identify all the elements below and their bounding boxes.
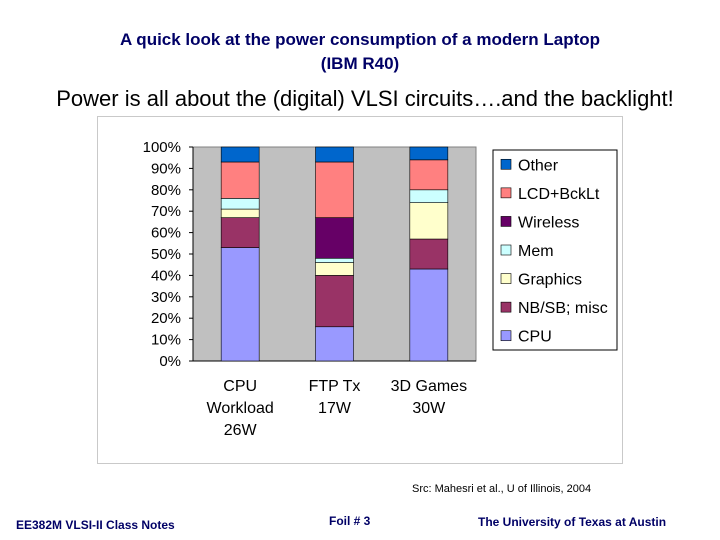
legend-swatch — [500, 244, 512, 256]
bar-segment — [220, 247, 260, 362]
bar-segment — [315, 161, 354, 218]
stacked-bar-chart: 0% 10% 20% 30% 40% 50% 60% 70% 80% 90% 100% CPU Work… — [143, 139, 618, 439]
x-category-label: 3D Games — [391, 378, 467, 395]
y-tick-label: 50% — [151, 246, 181, 263]
bar-segment — [315, 275, 354, 328]
slide-title: A quick look at the power consumption of… — [0, 28, 720, 76]
legend-swatch — [500, 158, 512, 170]
legend-label: Graphics — [518, 272, 582, 289]
y-tick-label: 70% — [151, 203, 181, 220]
y-tick-label: 80% — [151, 182, 181, 199]
title-line-1: A quick look at the power consumption of… — [119, 30, 601, 49]
y-tick-label: 30% — [151, 289, 181, 306]
bar-segment — [315, 146, 354, 163]
footer-course: EE382M VLSI-II Class Notes — [16, 518, 175, 532]
legend-swatch — [500, 187, 512, 199]
y-tick-label: 0% — [159, 353, 181, 370]
bar-segment — [220, 146, 260, 163]
x-category-label: CPU — [223, 378, 257, 395]
bar-segment — [409, 202, 449, 240]
legend-label: Mem — [518, 243, 554, 260]
y-tick-label: 100% — [143, 139, 181, 156]
title-line-2: (IBM R40) — [320, 54, 400, 73]
x-category-label: 26W — [224, 422, 258, 439]
legend-swatch — [500, 216, 512, 227]
source-citation: Src: Mahesri et al., U of Illinois, 2004 — [412, 483, 592, 495]
bar-segment — [315, 217, 354, 259]
bar-segment — [409, 238, 449, 270]
y-tick-label: 90% — [151, 160, 181, 177]
legend-label: Other — [518, 157, 559, 174]
x-category-label: Workload — [207, 400, 274, 417]
bar-segment — [409, 159, 449, 191]
legend-label: NB/SB; misc — [518, 300, 608, 317]
y-tick-label: 40% — [151, 267, 181, 284]
bar-segment — [315, 257, 354, 263]
legend-label: Wireless — [518, 214, 579, 231]
bar-segment — [220, 208, 260, 218]
legend-label: CPU — [518, 329, 552, 346]
x-category-label: FTP Tx — [309, 378, 361, 395]
chart-frame: 0% 10% 20% 30% 40% 50% 60% 70% 80% 90% 100% CPU Work… — [97, 116, 623, 464]
footer-university: The University of Texas at Austin — [478, 515, 667, 529]
footer-foil-number: Foil # 3 — [329, 514, 371, 528]
legend-box — [492, 149, 618, 351]
y-tick-label: 60% — [151, 225, 181, 242]
legend-swatch — [500, 330, 512, 342]
legend-swatch — [500, 301, 512, 313]
legend-swatch — [500, 273, 512, 284]
bar-segment — [220, 161, 260, 199]
slide-subtitle: Power is all about the (digital) VLSI ci… — [56, 86, 674, 111]
bar-segment — [315, 326, 354, 362]
legend-label: LCD+BckLt — [518, 186, 600, 203]
y-tick-label: 10% — [151, 332, 181, 349]
bar-segment — [315, 262, 354, 276]
bar-segment — [220, 217, 260, 248]
bar-segment — [409, 189, 449, 203]
y-tick-label: 20% — [151, 310, 181, 327]
bar-segment — [409, 146, 449, 161]
x-category-label: 30W — [412, 400, 446, 417]
bar-segment — [409, 268, 449, 362]
x-category-label: 17W — [318, 400, 352, 417]
bar-segment — [220, 198, 260, 210]
